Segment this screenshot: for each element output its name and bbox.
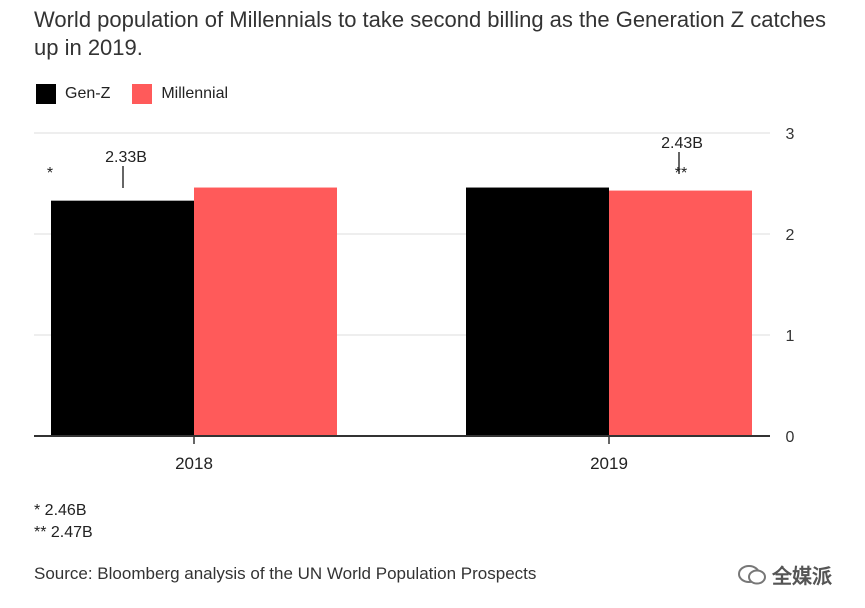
y-tick-label-1: 1 [786, 328, 795, 345]
watermark: 全媒派 [738, 560, 832, 589]
x-tick-label-2018: 2018 [175, 454, 213, 473]
x-tick-label-2019: 2019 [590, 454, 628, 473]
legend: Gen-Z Millennial [36, 84, 250, 104]
bar-genz-2019 [466, 187, 609, 436]
y-tick-label-3: 3 [786, 126, 795, 143]
watermark-text: 全媒派 [772, 566, 832, 588]
legend-item-millennial: Millennial [132, 84, 228, 104]
legend-label-millennial: Millennial [161, 85, 229, 102]
legend-label-genz: Gen-Z [65, 85, 111, 102]
marker-2018: * [47, 165, 53, 182]
y-tick-label-2: 2 [786, 227, 795, 244]
footnotes: * 2.46B ** 2.47B [34, 500, 93, 544]
y-tick-label-0: 0 [786, 429, 795, 446]
chat-bubble-icon [738, 564, 766, 584]
legend-swatch-genz [36, 84, 56, 104]
data-label-2019: 2.43B [661, 135, 703, 152]
footnote-2: ** 2.47B [34, 524, 93, 541]
data-label-2018: 2.33B [105, 149, 147, 166]
legend-item-genz: Gen-Z [36, 84, 110, 104]
legend-swatch-millennial [132, 84, 153, 104]
bar-millennial-2019 [609, 190, 752, 436]
chart-title: World population of Millennials to take … [34, 7, 827, 60]
footnote-1: * 2.46B [34, 502, 87, 519]
source-note: Source: Bloomberg analysis of the UN Wor… [34, 564, 537, 583]
bar-genz-2018 [51, 200, 194, 436]
bar-millennial-2018 [194, 187, 337, 436]
marker-2019: ** [675, 165, 687, 182]
